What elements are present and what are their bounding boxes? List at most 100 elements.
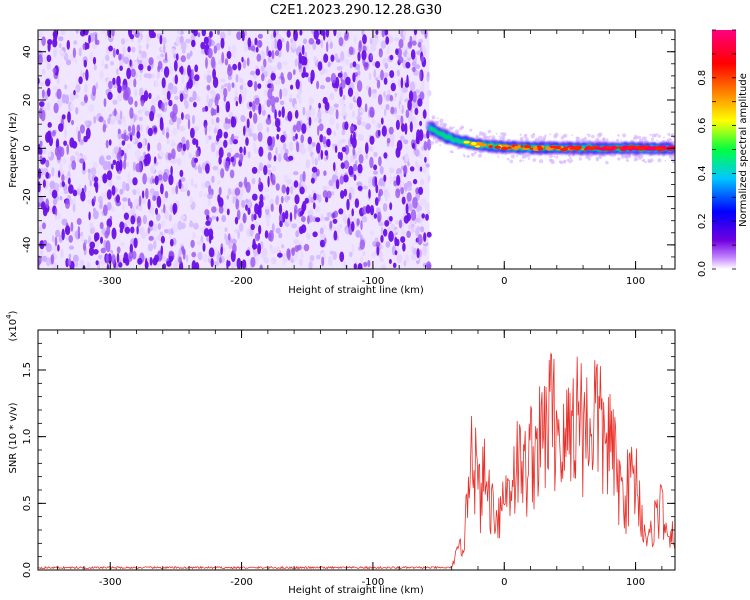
noise-speckle (351, 221, 355, 232)
noise-speckle-pale (226, 194, 229, 200)
noise-speckle (167, 152, 172, 161)
noise-speckle (276, 126, 281, 132)
signal-halo-speckle (489, 135, 492, 137)
snr-background (38, 330, 675, 570)
noise-speckle (357, 163, 363, 174)
noise-speckle (51, 189, 58, 199)
noise-speckle-pale (361, 30, 365, 36)
noise-speckle-pale (353, 35, 357, 44)
noise-speckle (149, 257, 153, 266)
noise-speckle-pale (181, 75, 185, 85)
signal-halo-speckle (502, 135, 506, 139)
noise-speckle (254, 203, 259, 215)
noise-speckle-pale (153, 239, 157, 250)
noise-speckle-pale (125, 183, 130, 192)
noise-speckle-pale (168, 82, 174, 91)
noise-speckle-pale (72, 230, 76, 237)
noise-speckle (304, 72, 309, 78)
noise-speckle (162, 263, 167, 269)
spectrogram-noise-region (38, 30, 432, 269)
noise-speckle (271, 104, 276, 113)
noise-speckle-pale (238, 222, 244, 232)
noise-speckle-pale (383, 72, 389, 78)
noise-speckle (322, 136, 327, 145)
noise-speckle (247, 80, 253, 88)
noise-speckle-pale (122, 46, 126, 55)
noise-speckle (41, 157, 47, 163)
signal-halo-speckle (436, 117, 439, 120)
noise-speckle (245, 181, 251, 193)
noise-speckle (209, 234, 214, 240)
noise-speckle (190, 127, 195, 139)
noise-speckle (56, 88, 62, 100)
noise-speckle-pale (406, 186, 413, 191)
noise-speckle (108, 139, 112, 146)
noise-speckle (130, 215, 136, 225)
noise-speckle-pale (373, 37, 379, 43)
noise-speckle (270, 203, 274, 212)
noise-speckle-pale (107, 178, 113, 187)
noise-speckle (348, 165, 354, 176)
noise-speckle (330, 54, 335, 62)
noise-speckle-pale (282, 61, 288, 66)
y-tick-label: -40 (22, 237, 33, 253)
noise-speckle (200, 41, 206, 50)
noise-speckle-pale (334, 53, 339, 61)
noise-speckle (325, 76, 331, 83)
signal-halo-speckle (475, 135, 478, 138)
noise-speckle-pale (159, 150, 165, 157)
noise-speckle-pale (235, 74, 239, 83)
noise-speckle (182, 143, 187, 152)
noise-speckle (311, 166, 318, 173)
noise-speckle (66, 40, 71, 50)
noise-speckle (119, 221, 125, 230)
x-tick-label: -200 (230, 577, 253, 588)
noise-speckle (39, 147, 43, 155)
noise-speckle (362, 34, 367, 45)
noise-speckle-pale (277, 48, 282, 58)
noise-speckle-pale (329, 250, 335, 255)
noise-speckle-pale (237, 194, 243, 201)
noise-speckle-pale (386, 45, 390, 56)
noise-speckle (404, 122, 408, 135)
noise-speckle-pale (56, 76, 60, 85)
noise-speckle (100, 247, 107, 254)
noise-speckle (172, 202, 178, 214)
noise-speckle (197, 32, 201, 38)
noise-speckle (323, 170, 327, 176)
noise-speckle-pale (71, 198, 77, 208)
noise-speckle-pale (147, 243, 154, 252)
noise-speckle-pale (222, 247, 226, 252)
signal-halo-speckle (563, 159, 567, 163)
noise-speckle-pale (146, 42, 149, 50)
noise-speckle-pale (227, 254, 231, 262)
noise-speckle-pale (298, 142, 305, 149)
noise-speckle-pale (305, 43, 311, 51)
noise-speckle (257, 83, 262, 89)
noise-speckle (220, 246, 223, 255)
noise-speckle-pale (41, 68, 46, 76)
noise-speckle-pale (215, 149, 220, 158)
noise-speckle (58, 123, 64, 132)
noise-speckle (395, 119, 400, 130)
noise-speckle (284, 210, 289, 220)
signal-halo-speckle (587, 133, 591, 138)
noise-speckle (389, 54, 394, 61)
noise-speckle-pale (276, 246, 280, 254)
noise-speckle-pale (127, 173, 131, 178)
noise-speckle (68, 184, 74, 194)
noise-speckle-pale (407, 161, 410, 167)
noise-speckle (115, 48, 120, 56)
noise-speckle-pale (371, 118, 376, 125)
noise-speckle-pale (60, 30, 66, 36)
noise-speckle (171, 148, 176, 160)
noise-speckle-pale (188, 96, 194, 103)
noise-speckle-pale (217, 180, 221, 185)
signal-halo-speckle (669, 155, 673, 159)
noise-speckle (166, 260, 172, 267)
spectrogram-y-axis: -40 -20 0 20 40 (22, 39, 675, 270)
noise-speckle (318, 123, 324, 132)
y-tick-label: 0 (22, 145, 33, 151)
noise-speckle (221, 52, 225, 64)
noise-speckle (358, 41, 362, 53)
